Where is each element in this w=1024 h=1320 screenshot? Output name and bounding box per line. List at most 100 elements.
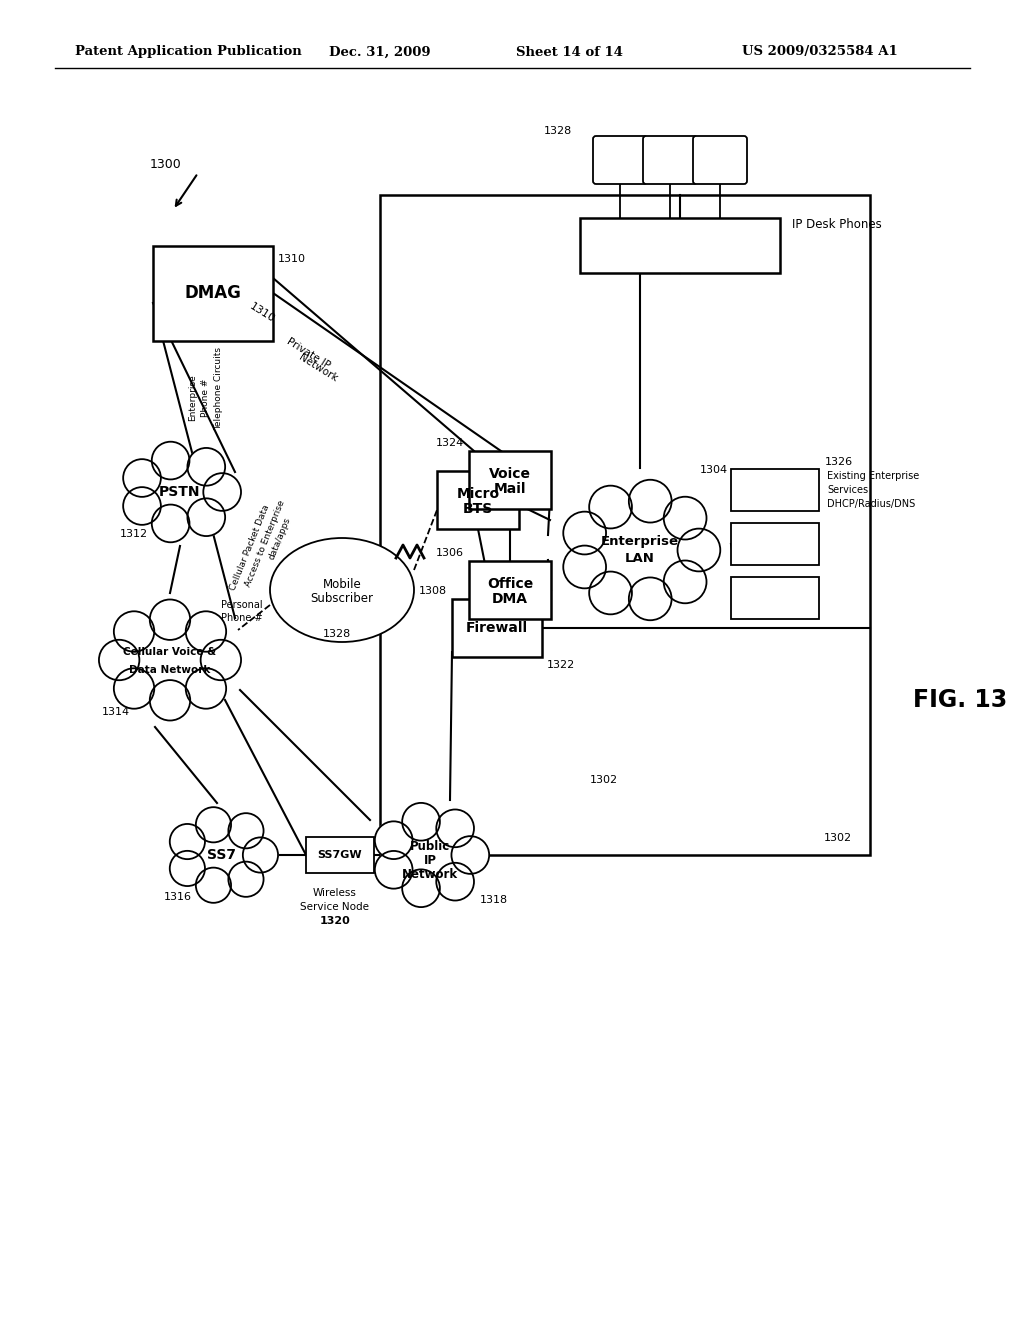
Text: data/apps: data/apps <box>267 515 293 561</box>
Text: 1328: 1328 <box>544 125 572 136</box>
Circle shape <box>170 824 205 859</box>
Circle shape <box>143 455 216 528</box>
Text: Service Node: Service Node <box>300 902 370 912</box>
Circle shape <box>187 820 257 890</box>
Text: Voice: Voice <box>489 467 531 480</box>
Text: Firewall: Firewall <box>466 620 528 635</box>
Circle shape <box>185 611 226 652</box>
Text: 1308: 1308 <box>419 586 447 597</box>
FancyBboxPatch shape <box>153 246 273 341</box>
Circle shape <box>123 459 161 496</box>
Text: 1324: 1324 <box>436 438 464 447</box>
FancyBboxPatch shape <box>580 218 780 272</box>
Circle shape <box>664 496 707 540</box>
FancyBboxPatch shape <box>731 469 819 511</box>
Text: Wireless: Wireless <box>313 888 357 898</box>
Circle shape <box>563 545 606 589</box>
Circle shape <box>204 473 241 511</box>
Text: 1310: 1310 <box>278 253 306 264</box>
Circle shape <box>152 504 189 543</box>
Circle shape <box>375 821 413 859</box>
Text: IP: IP <box>424 854 436 867</box>
Text: 1318: 1318 <box>480 895 508 906</box>
Text: Data Network: Data Network <box>129 665 211 675</box>
Text: Phone #: Phone # <box>221 612 263 623</box>
Circle shape <box>452 836 489 874</box>
Circle shape <box>563 512 606 554</box>
Text: Public: Public <box>410 841 451 854</box>
Text: 1320: 1320 <box>319 916 350 927</box>
Circle shape <box>629 577 672 620</box>
Text: 1326: 1326 <box>825 457 853 467</box>
Circle shape <box>196 867 231 903</box>
Text: Private IP: Private IP <box>285 335 332 370</box>
Text: Sheet 14 of 14: Sheet 14 of 14 <box>516 45 624 58</box>
Circle shape <box>99 640 139 680</box>
Circle shape <box>187 447 225 486</box>
Text: DMAG: DMAG <box>184 284 242 302</box>
Text: Cellular Voice &: Cellular Voice & <box>124 647 216 657</box>
Text: FIG. 13: FIG. 13 <box>912 688 1008 711</box>
Text: SS7: SS7 <box>208 847 237 862</box>
Text: DMA: DMA <box>492 591 528 606</box>
Text: Patent Application Publication: Patent Application Publication <box>75 45 302 58</box>
Circle shape <box>125 615 215 705</box>
Text: IP Desk Phones: IP Desk Phones <box>792 219 882 231</box>
Text: Subscriber: Subscriber <box>310 593 374 606</box>
Text: Network: Network <box>402 869 458 882</box>
Ellipse shape <box>270 539 414 642</box>
Text: Enterprise: Enterprise <box>188 375 198 421</box>
Text: 1316: 1316 <box>164 892 193 902</box>
FancyBboxPatch shape <box>693 136 746 183</box>
Circle shape <box>201 640 241 680</box>
Circle shape <box>629 479 672 523</box>
Circle shape <box>436 863 474 900</box>
Circle shape <box>114 668 155 709</box>
Circle shape <box>152 442 189 479</box>
Text: Telephone Circuits: Telephone Circuits <box>214 346 223 429</box>
Text: 1314: 1314 <box>102 708 130 717</box>
FancyBboxPatch shape <box>469 561 551 619</box>
Text: 1302: 1302 <box>824 833 852 843</box>
Text: Network: Network <box>297 352 339 384</box>
Circle shape <box>123 487 161 525</box>
FancyBboxPatch shape <box>593 136 647 183</box>
Circle shape <box>589 486 632 528</box>
Text: Existing Enterprise: Existing Enterprise <box>827 471 920 480</box>
FancyBboxPatch shape <box>731 577 819 619</box>
Text: Enterprise: Enterprise <box>601 536 679 549</box>
Circle shape <box>436 809 474 847</box>
Text: Micro: Micro <box>457 487 500 502</box>
Circle shape <box>402 870 440 907</box>
Text: 1300: 1300 <box>150 158 181 172</box>
FancyBboxPatch shape <box>380 195 870 855</box>
FancyBboxPatch shape <box>731 523 819 565</box>
Circle shape <box>114 611 155 652</box>
Text: 1312: 1312 <box>120 529 148 539</box>
Circle shape <box>391 817 469 894</box>
Text: Phone #: Phone # <box>202 379 211 417</box>
Text: 1306: 1306 <box>436 548 464 558</box>
FancyBboxPatch shape <box>469 451 551 510</box>
FancyBboxPatch shape <box>437 471 519 529</box>
Text: Dec. 31, 2009: Dec. 31, 2009 <box>329 45 431 58</box>
Text: Services: Services <box>827 484 868 495</box>
Circle shape <box>678 528 720 572</box>
Circle shape <box>185 668 226 709</box>
Text: Cellular Packet Data: Cellular Packet Data <box>228 504 271 593</box>
Circle shape <box>228 862 263 896</box>
Circle shape <box>402 803 440 841</box>
FancyBboxPatch shape <box>643 136 697 183</box>
Circle shape <box>664 561 707 603</box>
Circle shape <box>589 572 632 614</box>
Circle shape <box>196 807 231 842</box>
Text: 1310: 1310 <box>248 301 276 325</box>
Circle shape <box>187 499 225 536</box>
Circle shape <box>584 494 696 606</box>
Text: Mail: Mail <box>494 482 526 496</box>
Circle shape <box>228 813 263 849</box>
Text: Personal: Personal <box>221 601 263 610</box>
FancyBboxPatch shape <box>306 837 374 873</box>
Circle shape <box>243 837 279 873</box>
Circle shape <box>150 599 190 640</box>
